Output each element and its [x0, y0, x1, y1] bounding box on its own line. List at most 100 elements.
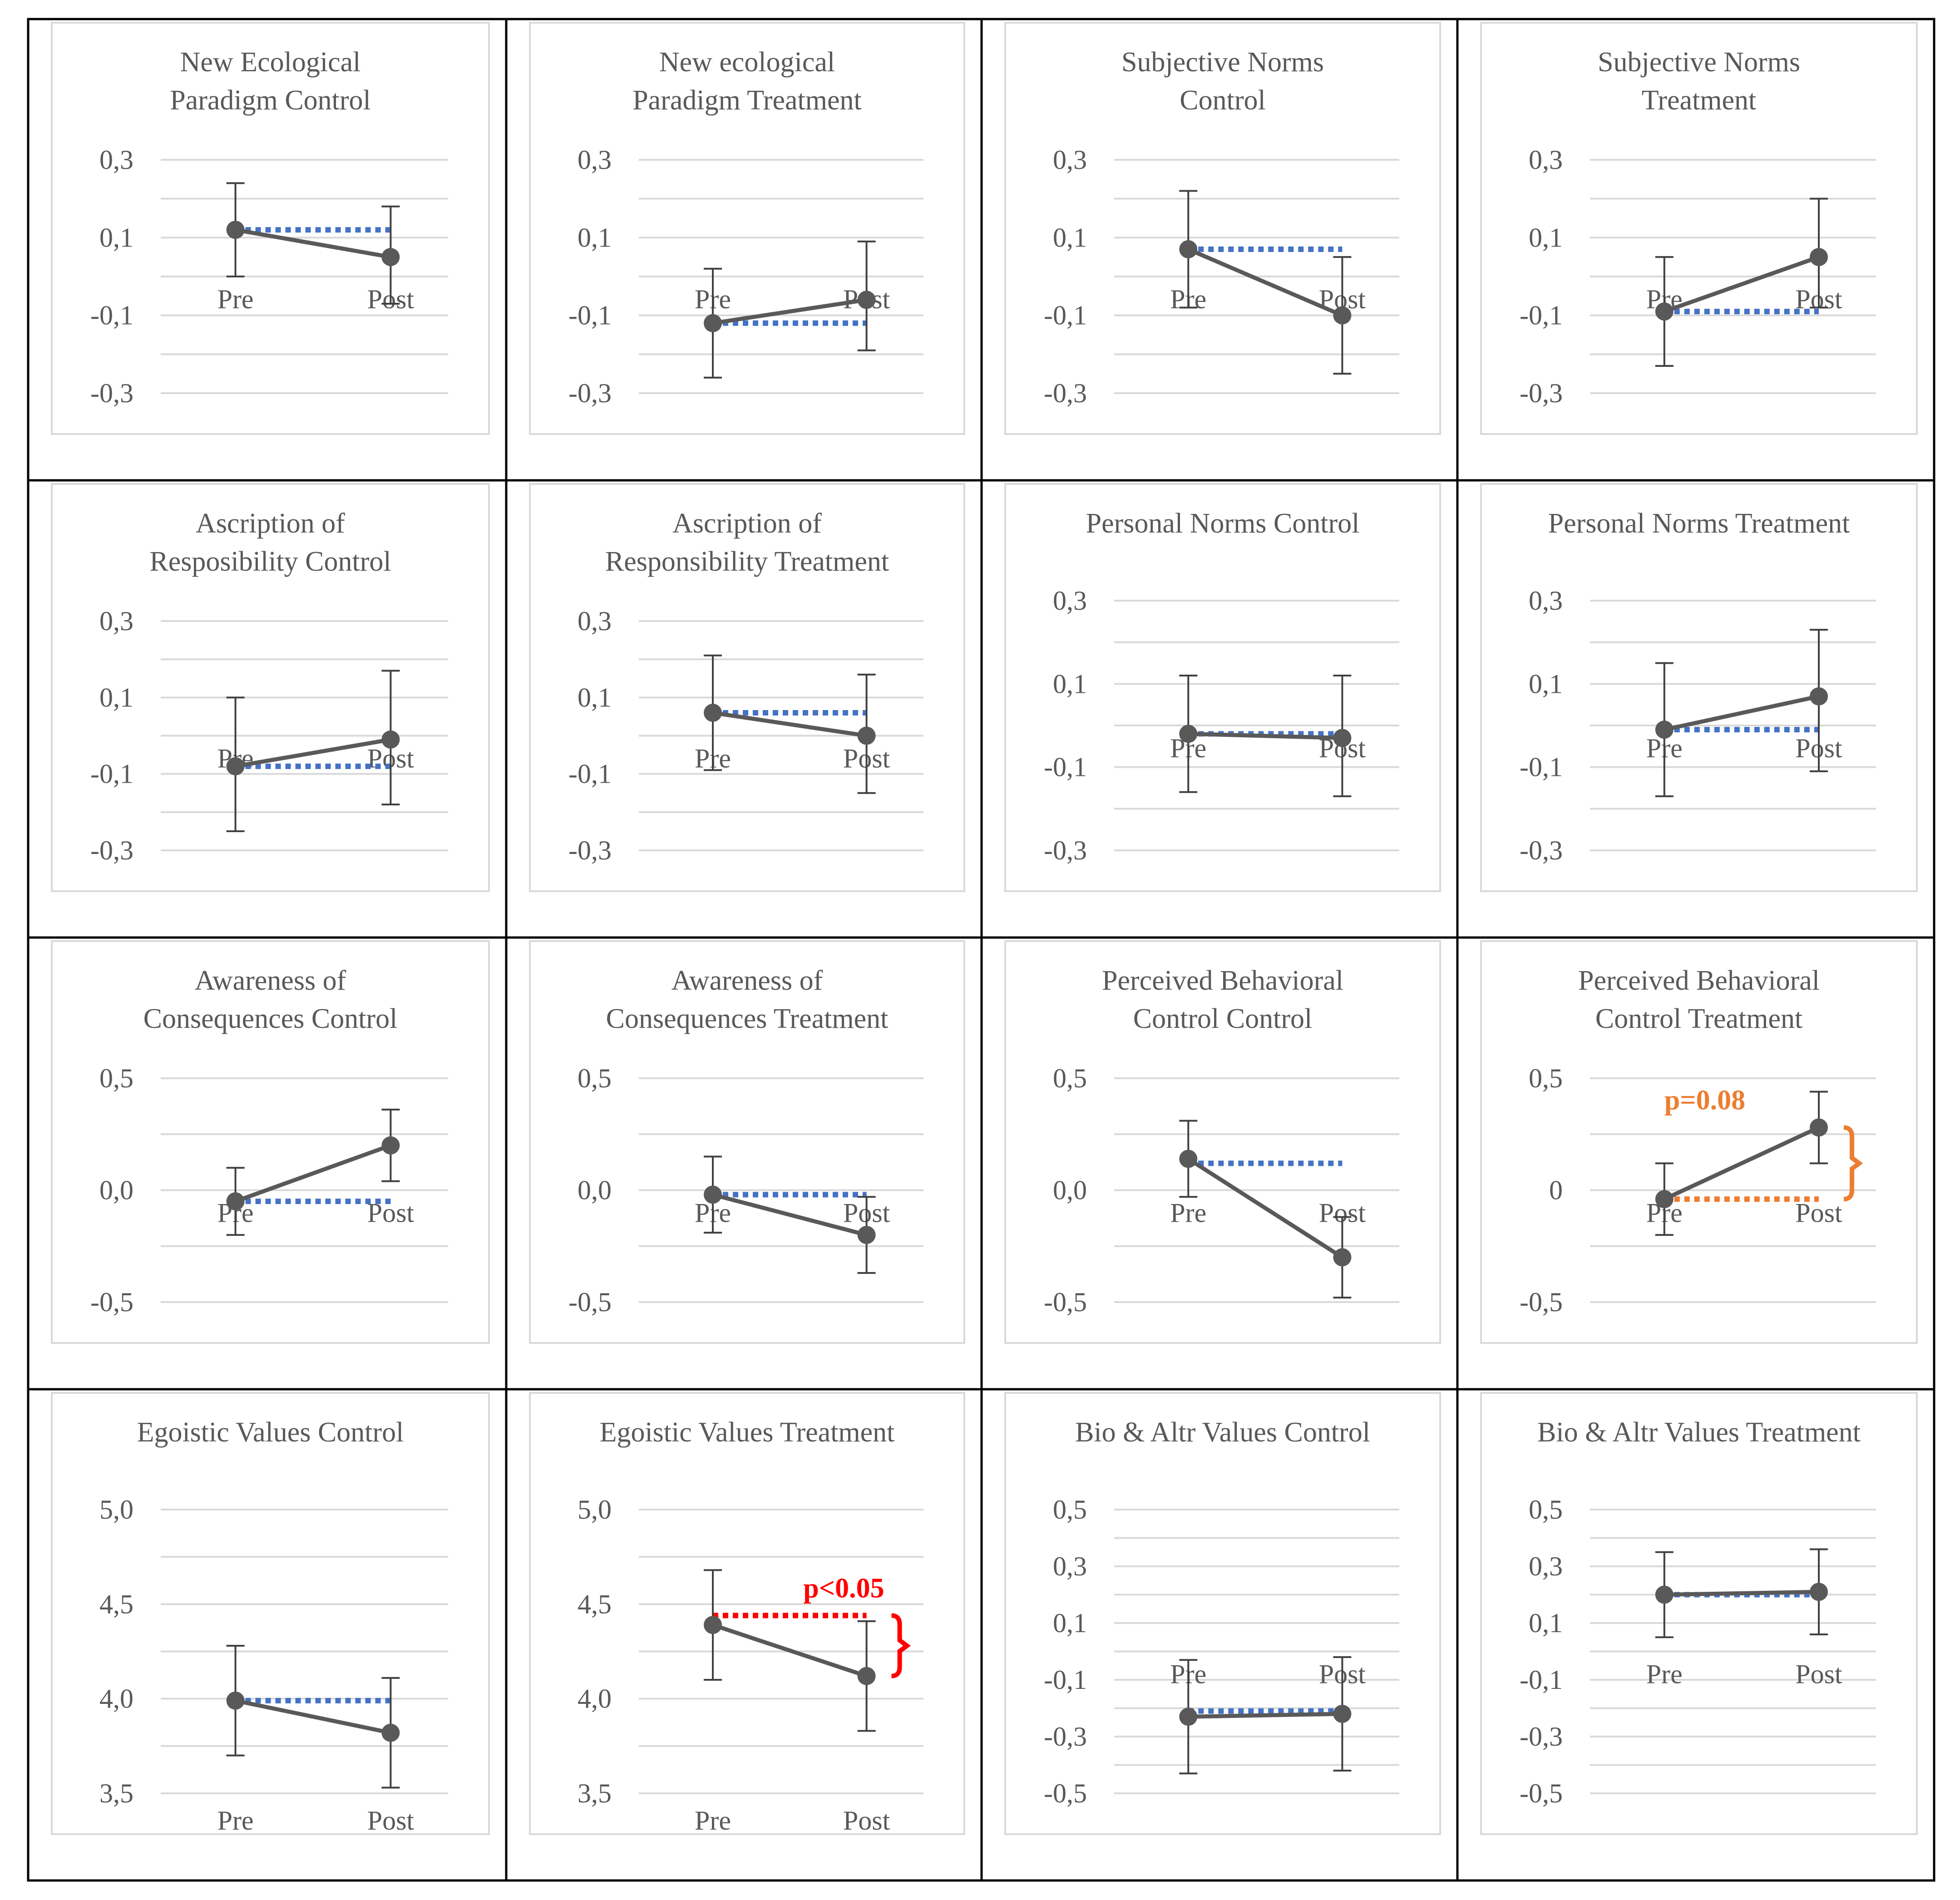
data-point — [857, 1226, 876, 1244]
y-tick-label: 0,5 — [99, 1063, 133, 1093]
series-line — [1187, 247, 1343, 317]
x-category-label: Pre — [217, 284, 254, 314]
series-line — [235, 1698, 391, 1735]
chart-frame — [1004, 1392, 1441, 1835]
y-tick-label: 0,3 — [1053, 1551, 1087, 1581]
chart-title-line: Paradigm Control — [170, 85, 371, 116]
chart-title-line: Awareness of — [195, 965, 346, 996]
x-category-label: Post — [843, 1806, 890, 1836]
chart-panel: Egoistic Values Control 5,0 4,5 4,0 3,5 Pre Po… — [51, 1392, 490, 1836]
y-tick-label: -0,5 — [568, 1287, 612, 1317]
y-tick-label: -0,5 — [1520, 1778, 1563, 1808]
data-point — [1810, 687, 1828, 706]
chart-title-line: Bio & Altr Values Treatment — [1537, 1417, 1861, 1448]
data-point — [1655, 302, 1674, 321]
significance-bracket — [891, 1613, 911, 1678]
y-tick-label: 0,3 — [578, 606, 612, 636]
y-tick-label: -0,3 — [1044, 835, 1087, 865]
y-tick-label: 0,3 — [1053, 586, 1087, 616]
data-point — [381, 1723, 400, 1742]
chart-title-line: New ecological — [659, 47, 835, 78]
chart-panel: New ecological Paradigm Treatment 0,3 0,1 -0… — [529, 22, 965, 435]
data-point — [1179, 1150, 1198, 1168]
y-tick-label: 0,1 — [1529, 222, 1563, 252]
chart-panel: Subjective NormsControl0,30,1-0,1-0,3Pre… — [1004, 22, 1441, 435]
chart-panel: Awareness of Consequences Control 0,5 0,0 -0… — [51, 940, 490, 1344]
series-line — [235, 737, 391, 769]
y-tick-label: -0,1 — [90, 759, 133, 789]
x-category-label: Post — [367, 1806, 415, 1836]
y-tick-label: -0,3 — [568, 835, 612, 865]
y-tick-label: -0,5 — [1044, 1287, 1087, 1317]
data-point — [704, 314, 722, 332]
chart-frame — [1004, 483, 1441, 892]
chart-title-line: Consequences Treatment — [606, 1003, 889, 1034]
chart-title-line: Awareness of — [671, 965, 823, 996]
data-point — [1179, 725, 1198, 743]
series-line — [1188, 731, 1343, 740]
chart-frame — [1004, 22, 1441, 435]
y-tick-label: -0,5 — [1044, 1778, 1087, 1808]
y-tick-label: 0,1 — [1053, 1608, 1087, 1638]
y-tick-label: 0,0 — [1053, 1175, 1087, 1205]
chart-panel: New Ecological Paradigm Control 0,3 0,1 -0,1… — [51, 22, 490, 435]
y-tick-label: 0,1 — [578, 222, 612, 252]
y-tick-label: -0,3 — [1044, 1722, 1087, 1752]
y-tick-label: 0,1 — [99, 682, 133, 712]
chart-frame — [529, 483, 965, 892]
y-tick-label: 0,5 — [1053, 1063, 1087, 1093]
y-tick-label: 4,0 — [99, 1684, 133, 1714]
data-point — [226, 1192, 245, 1211]
chart-panel: Personal Norms Treatment0,30,1-0,1-0,3Pr… — [1480, 483, 1918, 892]
series-line — [1664, 1589, 1819, 1597]
data-point — [1810, 1118, 1828, 1137]
chart-title-line: Personal Norms Treatment — [1548, 508, 1850, 539]
chart-frame — [529, 940, 965, 1344]
chart-title-line: Control Treatment — [1595, 1003, 1802, 1034]
series-line — [235, 227, 391, 259]
y-tick-label: -0,1 — [1520, 752, 1563, 782]
chart-title-line: New Ecological — [180, 47, 361, 78]
chart-title-line: Responsibility Treatment — [605, 546, 889, 577]
y-tick-label: -0,1 — [568, 759, 612, 789]
chart-panel: Perceived Behavioral Control Treatment 0,5… — [1480, 940, 1918, 1344]
y-tick-label: 0,3 — [1529, 145, 1563, 175]
y-tick-label: 0,3 — [578, 145, 612, 175]
y-tick-label: 3,5 — [99, 1778, 133, 1808]
chart-frame — [1480, 1392, 1918, 1835]
data-point — [226, 1691, 245, 1710]
y-tick-label: 0,5 — [1529, 1495, 1563, 1525]
chart-panel: Perceived Behavioral Control Control 0,5 0,… — [1004, 940, 1441, 1344]
chart-title-line: Ascription of — [672, 508, 822, 539]
x-category-label: Pre — [217, 1806, 254, 1836]
y-tick-label: -0,3 — [1520, 835, 1563, 865]
y-tick-label: 0,1 — [1529, 669, 1563, 699]
y-tick-label: -0,3 — [1044, 378, 1087, 408]
chart-frame — [1004, 940, 1441, 1344]
chart-frame — [51, 940, 490, 1344]
y-tick-label: -0,5 — [1520, 1287, 1563, 1317]
series-line — [712, 711, 867, 738]
series-line — [1663, 1125, 1820, 1201]
chart-frame — [1480, 940, 1918, 1344]
chart-panel: Subjective NormsTreatment0,30,1-0,1-0,3P… — [1480, 22, 1918, 435]
chart-frame — [51, 1392, 490, 1835]
y-tick-label: 0,3 — [1529, 586, 1563, 616]
y-tick-label: 4,0 — [578, 1684, 612, 1714]
chart-title-line: Paradigm Treatment — [632, 85, 862, 116]
data-point — [1179, 1708, 1198, 1726]
x-category-label: Pre — [1170, 1198, 1206, 1228]
chart-frame — [51, 483, 490, 892]
y-tick-label: 5,0 — [99, 1495, 133, 1525]
y-tick-label: 0,0 — [578, 1175, 612, 1205]
series-line — [712, 297, 867, 326]
chart-frame — [1480, 22, 1918, 435]
y-tick-label: -0,3 — [1520, 378, 1563, 408]
x-category-label: Post — [1795, 1659, 1842, 1689]
chart-title-line: Egoistic Values Treatment — [600, 1417, 895, 1448]
series-line — [1188, 1712, 1343, 1719]
y-tick-label: 0,3 — [99, 606, 133, 636]
y-tick-label: 0,1 — [1053, 222, 1087, 252]
